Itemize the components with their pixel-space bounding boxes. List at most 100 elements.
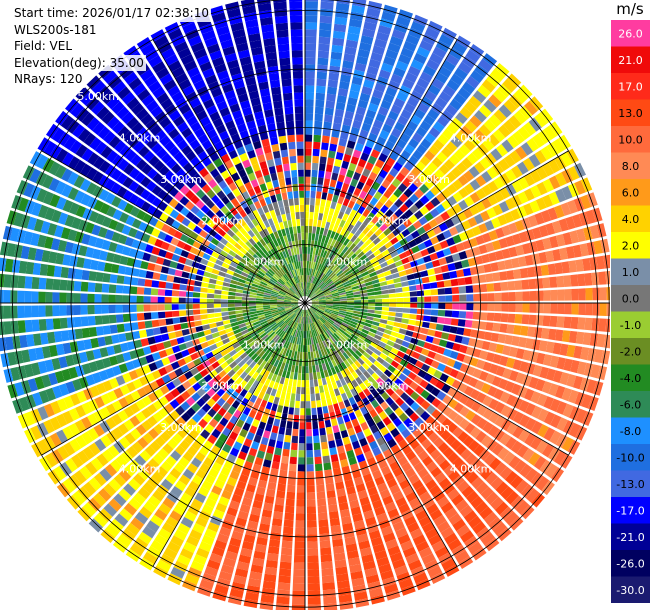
gate [266,181,273,190]
gate [441,417,453,429]
gate [308,225,313,234]
gate [59,279,68,291]
gate [199,579,214,591]
gate [354,113,364,123]
gate [327,368,333,377]
gate [325,268,332,276]
gate [177,523,191,535]
gate [306,289,310,297]
gate [305,43,317,51]
gate [106,96,120,110]
gate [251,403,260,412]
gate [256,536,268,546]
gate [531,405,543,419]
gate [337,580,350,589]
gate [270,307,278,311]
gate [158,367,168,377]
gate [410,391,420,401]
gate [207,408,217,418]
gate [42,174,54,189]
gate [326,260,332,268]
gate [265,252,272,260]
gate [419,491,432,503]
gate [567,166,580,181]
gate [470,70,484,84]
gate [373,286,382,292]
gate [402,177,412,188]
gate [253,243,261,251]
gate [265,488,276,498]
gate [405,450,417,461]
gate [309,254,313,262]
gate [326,93,336,102]
gate [368,58,381,69]
gate [165,473,178,485]
gate [67,267,76,279]
gate [343,230,351,238]
gate [493,282,502,292]
gate [180,492,193,504]
gate [173,115,185,127]
gate [307,323,310,331]
gate [276,281,283,287]
gate [192,309,201,315]
gate [351,371,359,380]
gate [395,292,404,298]
gate [301,316,304,324]
gate [282,243,288,251]
gate [327,237,333,245]
gate [332,305,340,309]
gate [443,365,453,375]
gate [413,177,423,188]
gate [257,176,265,185]
gate [367,253,376,261]
gate [313,379,319,387]
gate [179,284,187,291]
gate [299,415,305,423]
gate [311,254,315,262]
gate [464,276,473,285]
gate [75,205,86,218]
gate [117,423,129,435]
gate [101,283,110,293]
gate [215,124,227,135]
gate [312,314,318,321]
gate [224,341,232,349]
gate [178,156,189,168]
gate [214,63,227,74]
gate [214,312,222,318]
gate [597,365,608,381]
gate [317,308,325,312]
gate [594,349,604,363]
gate [372,338,381,345]
gate [333,350,340,358]
gate [185,309,194,316]
gate [350,178,359,188]
gate [158,165,170,177]
gate [301,309,304,317]
gate [298,457,305,465]
gate [486,207,497,219]
gate [306,471,315,479]
gate [316,484,325,493]
gate [419,155,431,167]
gate [388,335,397,343]
gate [128,193,140,205]
gate [305,22,318,30]
gate [512,233,522,245]
gate [112,81,127,95]
gate [313,286,319,293]
gate [226,229,235,238]
gate [410,303,418,308]
gate [143,150,155,163]
gate [380,99,392,110]
gate [444,287,453,295]
gate [310,197,315,206]
gate [284,304,292,307]
gate [486,73,501,88]
gate [415,360,424,369]
gate [295,308,301,314]
gate [380,401,389,411]
gate [369,257,378,264]
gate [446,183,458,195]
